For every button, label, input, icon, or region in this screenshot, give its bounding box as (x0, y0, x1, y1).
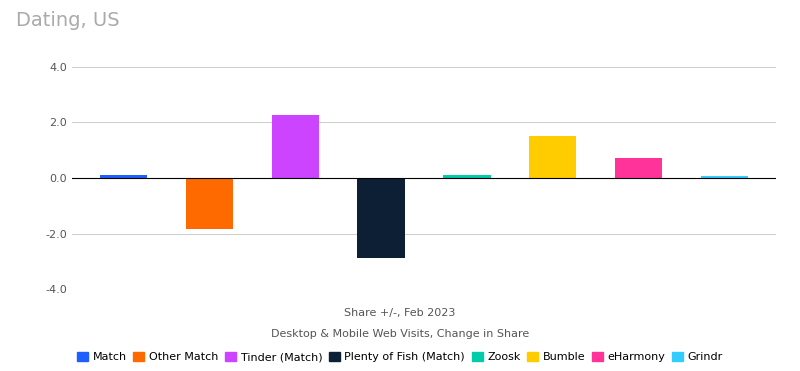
Text: Share +/-, Feb 2023: Share +/-, Feb 2023 (344, 309, 456, 318)
Bar (615, 158, 662, 178)
Legend: Match, Other Match, Tinder (Match), Plenty of Fish (Match), Zoosk, Bumble, eHarm: Match, Other Match, Tinder (Match), Plen… (74, 349, 726, 365)
Bar (100, 175, 147, 178)
Text: Desktop & Mobile Web Visits, Change in Share: Desktop & Mobile Web Visits, Change in S… (271, 329, 529, 339)
Text: Dating, US: Dating, US (16, 11, 120, 30)
Bar (443, 175, 490, 178)
Bar (358, 178, 405, 258)
Bar (529, 136, 576, 178)
Bar (701, 176, 748, 178)
Bar (272, 115, 319, 178)
Bar (186, 178, 233, 229)
